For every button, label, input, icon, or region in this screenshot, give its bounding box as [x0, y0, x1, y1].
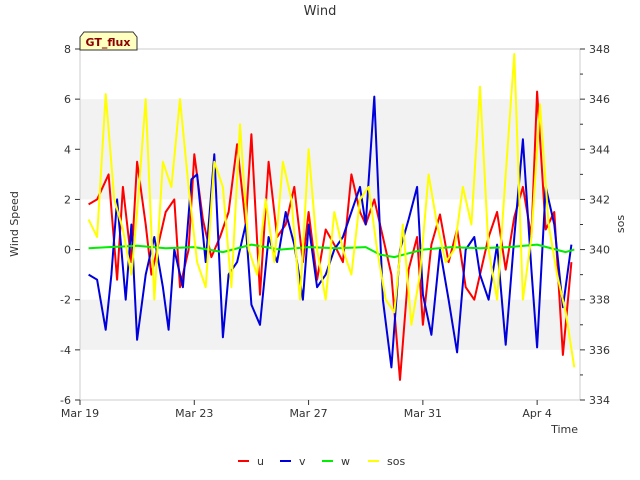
- background-bands: [80, 99, 580, 350]
- y-left-tick-label: -4: [60, 344, 71, 357]
- series-line-v: [88, 95, 573, 369]
- y-right-tick-label: 340: [589, 244, 610, 257]
- x-tick-label: Mar 27: [289, 407, 327, 420]
- legend-label-sos: sos: [387, 455, 405, 468]
- y-left-tick-label: 0: [64, 244, 71, 257]
- left-y-axis: -6 -4 -2 0 2 4 6 8: [60, 43, 80, 407]
- y-right-tick-label: 336: [589, 344, 610, 357]
- gt-flux-badge: GT_flux: [79, 31, 138, 51]
- y-right-tick-label: 344: [589, 143, 610, 156]
- y-left-tick-label: -2: [60, 294, 71, 307]
- y-right-tick-label: 342: [589, 193, 610, 206]
- background-band: [80, 299, 580, 350]
- chart-title: Wind: [304, 4, 337, 19]
- series-line-w: [88, 243, 575, 259]
- badge-label: GT_flux: [86, 36, 131, 49]
- legend-label-u: u: [257, 455, 264, 468]
- y-left-tick-label: 4: [64, 143, 71, 156]
- y-right-tick-label: 334: [589, 394, 610, 407]
- x-tick-label: Mar 23: [175, 407, 213, 420]
- plot-area: [79, 48, 581, 401]
- y-right-tick-label: 346: [589, 93, 610, 106]
- y-left-tick-label: 6: [64, 93, 71, 106]
- y-right-tick-label: 348: [589, 43, 610, 56]
- right-y-axis: 334 336 338 340 342 344 346 348: [580, 43, 610, 407]
- y-right-tick-label: 338: [589, 294, 610, 307]
- x-tick-label: Mar 19: [61, 407, 99, 420]
- y-left-tick-label: 2: [64, 193, 71, 206]
- legend-label-v: v: [299, 455, 306, 468]
- x-axis: Mar 19 Mar 23 Mar 27 Mar 31 Apr 4: [61, 400, 552, 420]
- y-axis-right-label: sos: [614, 215, 627, 233]
- legend-label-w: w: [341, 455, 350, 468]
- series-line-sos: [87, 53, 576, 368]
- background-band: [80, 99, 580, 200]
- y-left-tick-label: -6: [60, 394, 71, 407]
- x-axis-label: Time: [550, 423, 578, 436]
- series-layer: [87, 53, 576, 381]
- x-tick-label: Mar 31: [404, 407, 442, 420]
- y-axis-left-label: Wind Speed: [8, 191, 21, 257]
- y-left-tick-label: 8: [64, 43, 71, 56]
- legend: u v w sos: [238, 455, 405, 468]
- badge-background: [79, 31, 138, 51]
- x-tick-label: Apr 4: [522, 407, 552, 420]
